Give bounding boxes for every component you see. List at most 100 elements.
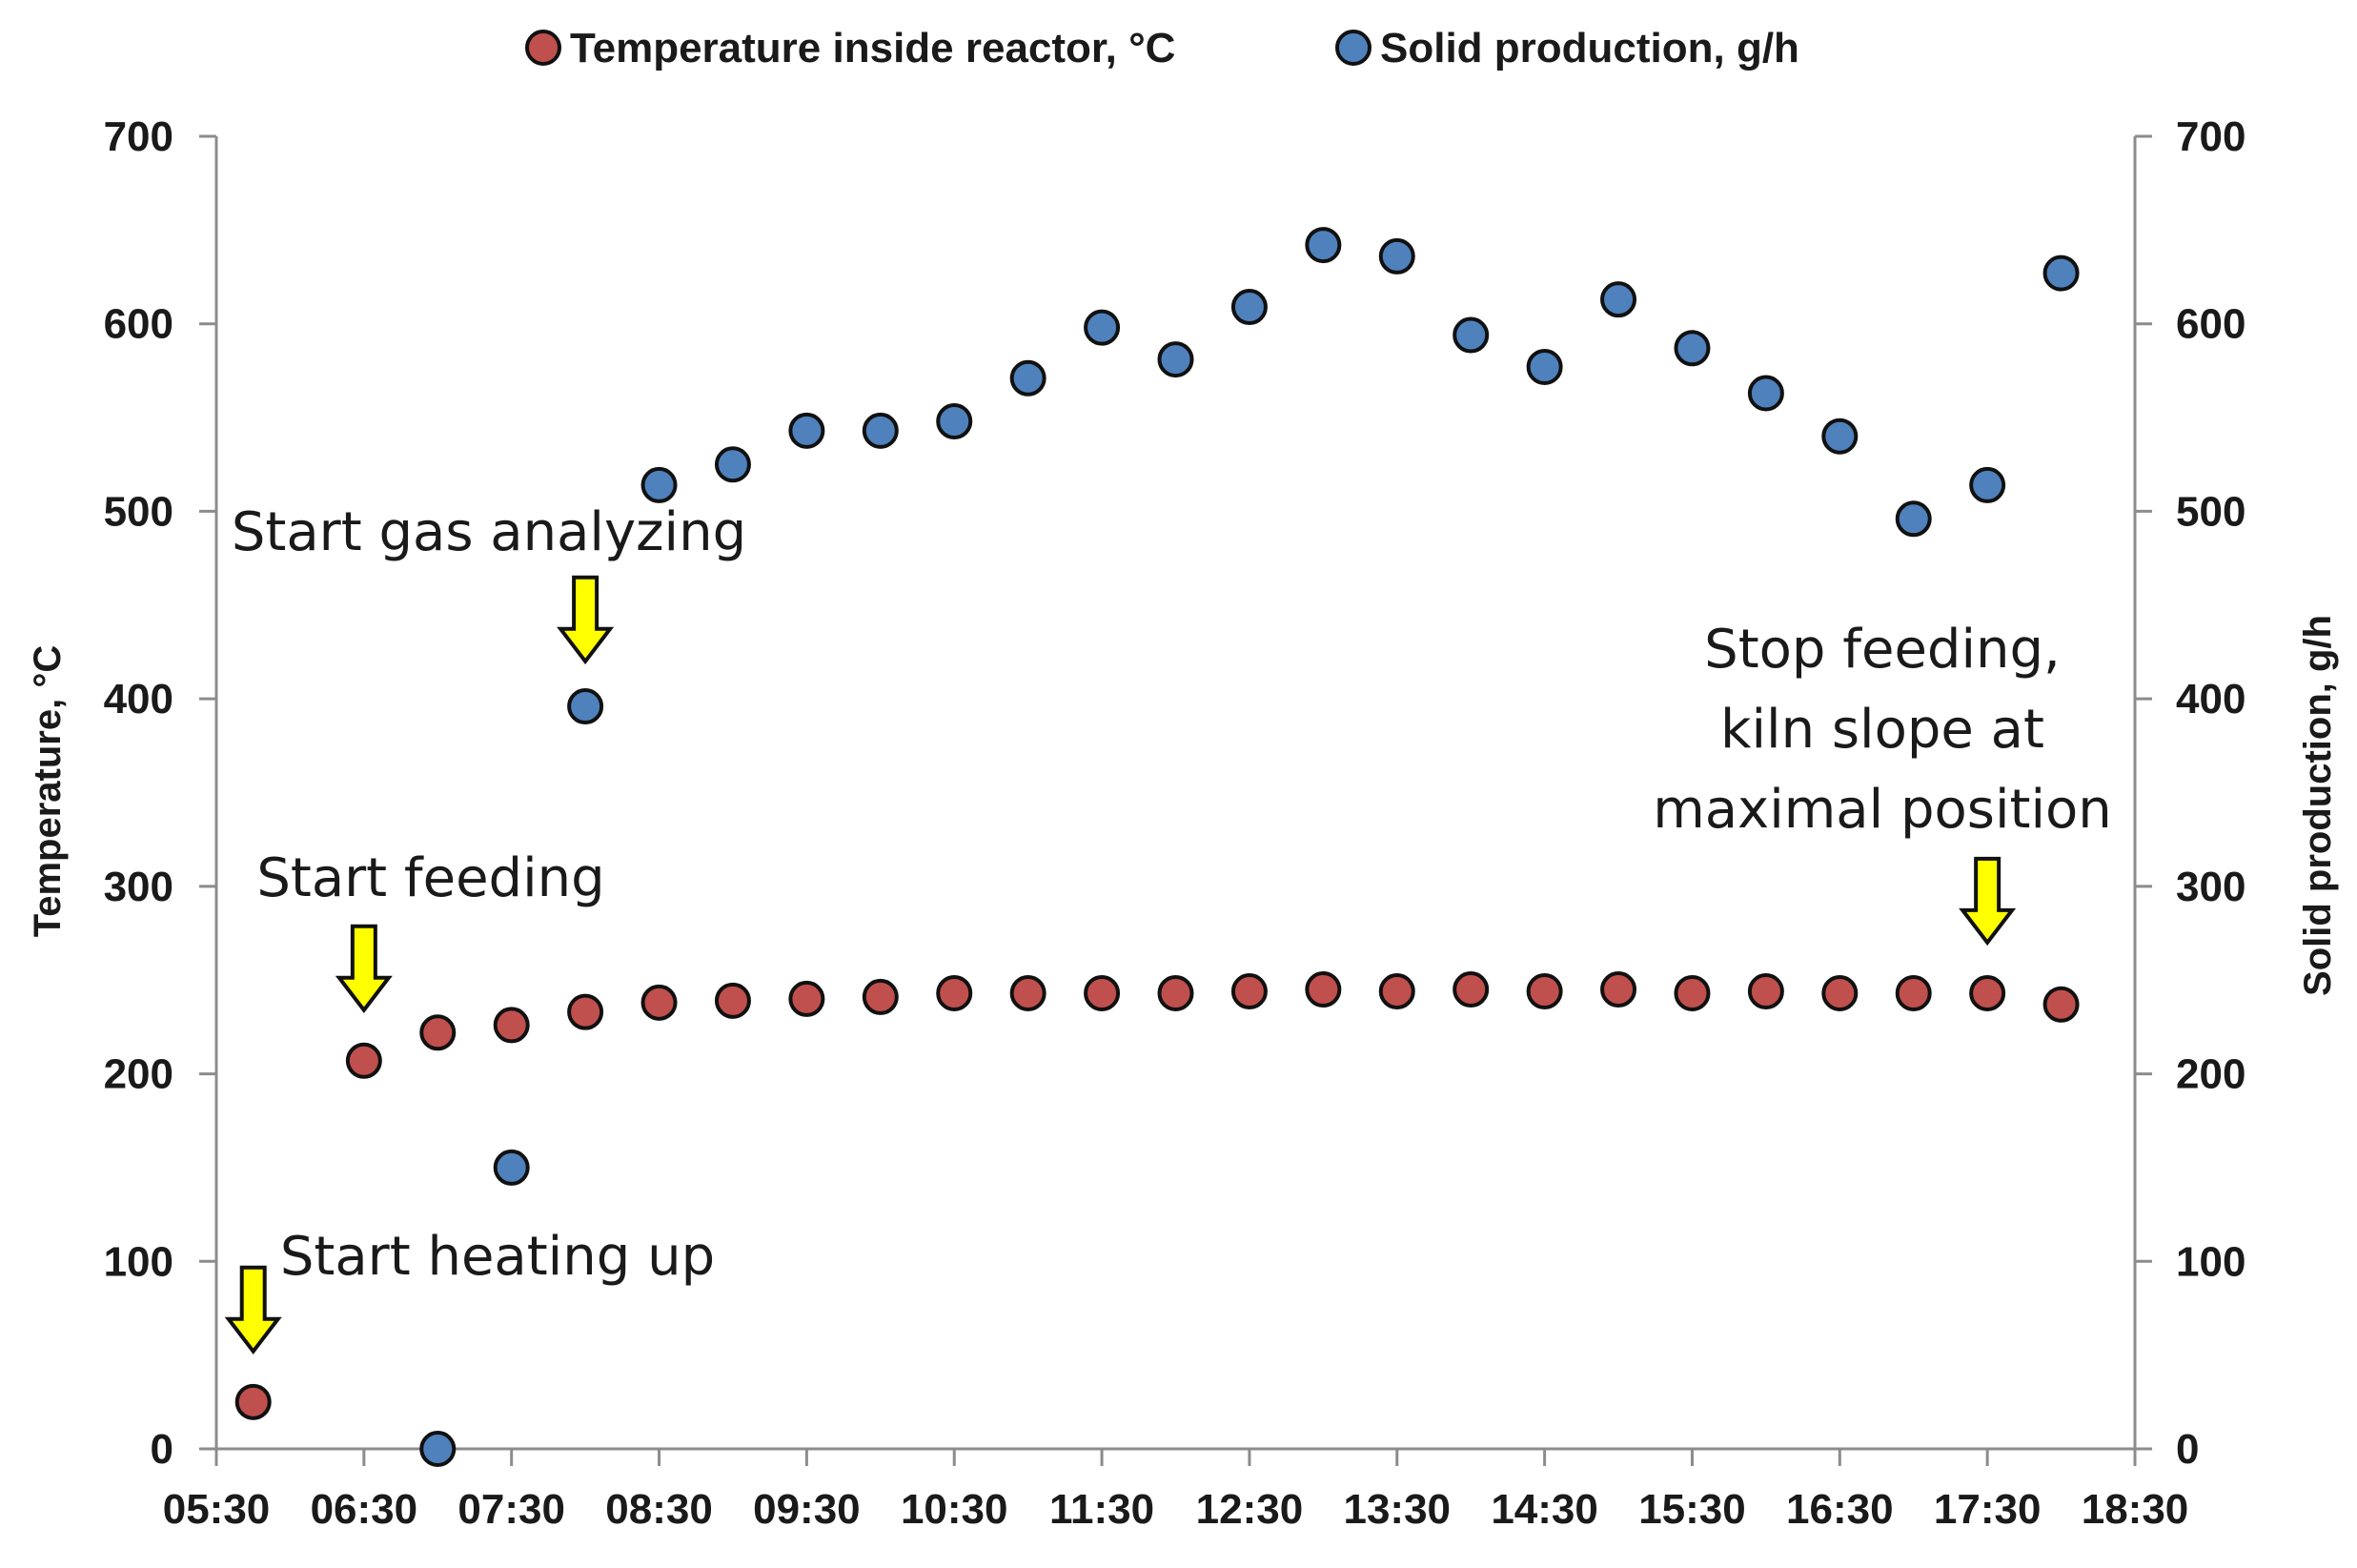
- down-arrow-icon: [335, 924, 393, 1013]
- temperature-point: [1157, 974, 1194, 1011]
- temperature-point: [1453, 971, 1490, 1008]
- annotation-text: Start feeding: [256, 847, 604, 909]
- x-tick-label: 06:30: [311, 1486, 418, 1533]
- temperature-point: [1378, 973, 1415, 1010]
- y-tick-right-label: 0: [2176, 1426, 2199, 1473]
- x-tick-label: 14:30: [1491, 1486, 1598, 1533]
- solid-production-point: [1084, 309, 1121, 346]
- y-tick-left-label: 200: [104, 1051, 173, 1098]
- solid-production-point: [1747, 375, 1784, 412]
- x-tick-label: 09:30: [753, 1486, 861, 1533]
- down-arrow-icon: [224, 1265, 282, 1355]
- y-axis-left: 0 100 200 300 400 500 600 700: [104, 113, 216, 1473]
- solid-production-point: [1453, 316, 1490, 354]
- temperature-point: [640, 984, 678, 1021]
- temperature-point: [1969, 974, 2006, 1011]
- y-tick-left-label: 100: [104, 1238, 173, 1285]
- temperature-point: [419, 1014, 457, 1051]
- temperature-point: [1895, 974, 1932, 1011]
- temperature-point: [936, 974, 973, 1011]
- solid-production-point: [2042, 255, 2080, 292]
- x-tick-label: 05:30: [163, 1486, 271, 1533]
- temperature-point: [1084, 974, 1121, 1011]
- x-tick-label: 12:30: [1196, 1486, 1304, 1533]
- temperature-point: [862, 978, 899, 1015]
- y-tick-left-label: 600: [104, 301, 173, 348]
- y-tick-right-label: 700: [2176, 113, 2245, 160]
- temperature-point: [234, 1383, 272, 1420]
- annotation: Start feeding: [256, 847, 605, 1013]
- annotation: Start heating up: [224, 1226, 715, 1355]
- solid-production-point: [1526, 348, 1563, 385]
- solid-production-point: [1157, 341, 1194, 378]
- solid-production-point: [1378, 237, 1415, 275]
- x-tick-label: 13:30: [1343, 1486, 1451, 1533]
- temperature-point: [1747, 973, 1784, 1010]
- y-axis-right-title: Solid production, g/h: [2297, 615, 2339, 996]
- annotation-text: Start heating up: [280, 1226, 715, 1288]
- x-tick-label: 10:30: [901, 1486, 1008, 1533]
- solid-production-point: [567, 688, 604, 725]
- y-tick-right-label: 500: [2176, 488, 2245, 535]
- y-tick-right-label: 400: [2176, 676, 2245, 723]
- series-temperature: [234, 971, 2080, 1420]
- legend-marker-solid-production: [1335, 30, 1372, 66]
- temperature-point: [1230, 973, 1268, 1010]
- temperature-point: [1305, 971, 1342, 1008]
- temperature-point: [1674, 974, 1711, 1011]
- solid-production-point: [1821, 417, 1859, 455]
- solid-production-point: [1009, 359, 1046, 397]
- y-tick-left-label: 500: [104, 488, 173, 535]
- annotation-text: Stop feeding,: [1704, 619, 2061, 681]
- legend-label-solid-production: Solid production, g/h: [1380, 25, 1799, 71]
- x-tick-label: 18:30: [2082, 1486, 2189, 1533]
- temperature-point: [2042, 986, 2080, 1023]
- annotations: Start heating up Start feeding Start gas a…: [224, 501, 2112, 1355]
- annotation: Start gas analyzing: [232, 501, 746, 665]
- axes: [214, 136, 2137, 1451]
- temperature-point: [788, 980, 825, 1017]
- solid-production-point: [1230, 289, 1268, 326]
- solid-production-point: [640, 466, 678, 503]
- x-tick-label: 08:30: [605, 1486, 713, 1533]
- x-axis: 05:30 06:30 07:30 08:30 09:30 10:30 11:30 12:30…: [163, 1449, 2189, 1533]
- x-tick-label: 17:30: [1934, 1486, 2042, 1533]
- solid-production-point: [1895, 500, 1932, 538]
- temperature-point: [1009, 974, 1046, 1011]
- x-tick-label: 16:30: [1786, 1486, 1894, 1533]
- annotation: Stop feeding, kiln slope at maximal positi…: [1653, 619, 2112, 947]
- x-tick-label: 07:30: [457, 1486, 565, 1533]
- legend: Temperature inside reactor, °C Solid pro…: [525, 25, 1799, 71]
- temperature-point: [493, 1007, 530, 1044]
- y-tick-right-label: 100: [2176, 1238, 2245, 1285]
- y-tick-left-label: 0: [151, 1426, 173, 1473]
- temperature-point: [1821, 974, 1859, 1011]
- y-tick-right-label: 600: [2176, 301, 2245, 348]
- x-tick-label: 15:30: [1638, 1486, 1746, 1533]
- solid-production-point: [419, 1431, 457, 1467]
- y-axis-right: 0 100 200 300 400 500 600 700: [2135, 113, 2245, 1473]
- annotation-text: Start gas analyzing: [232, 501, 746, 563]
- solid-production-point: [714, 446, 751, 483]
- down-arrow-icon: [1959, 856, 2017, 947]
- y-tick-left-label: 400: [104, 676, 173, 723]
- series-solid-production: [419, 227, 2080, 1467]
- solid-production-point: [493, 1149, 530, 1186]
- y-axis-left-title: Temperature, °C: [27, 645, 69, 937]
- down-arrow-icon: [557, 575, 615, 665]
- solid-production-point: [1674, 330, 1711, 367]
- y-tick-right-label: 200: [2176, 1051, 2245, 1098]
- solid-production-point: [1305, 227, 1342, 264]
- x-tick-label: 11:30: [1049, 1486, 1154, 1533]
- annotation-text: kiln slope at: [1720, 699, 2044, 761]
- annotation-text: maximal position: [1653, 779, 2112, 841]
- y-tick-left-label: 300: [104, 864, 173, 910]
- legend-label-temperature: Temperature inside reactor, °C: [570, 25, 1175, 71]
- legend-marker-temperature: [525, 30, 561, 66]
- temperature-point: [567, 993, 604, 1030]
- solid-production-point: [862, 412, 899, 449]
- temperature-point: [345, 1042, 382, 1079]
- solid-production-point: [936, 403, 973, 440]
- solid-production-point: [788, 412, 825, 449]
